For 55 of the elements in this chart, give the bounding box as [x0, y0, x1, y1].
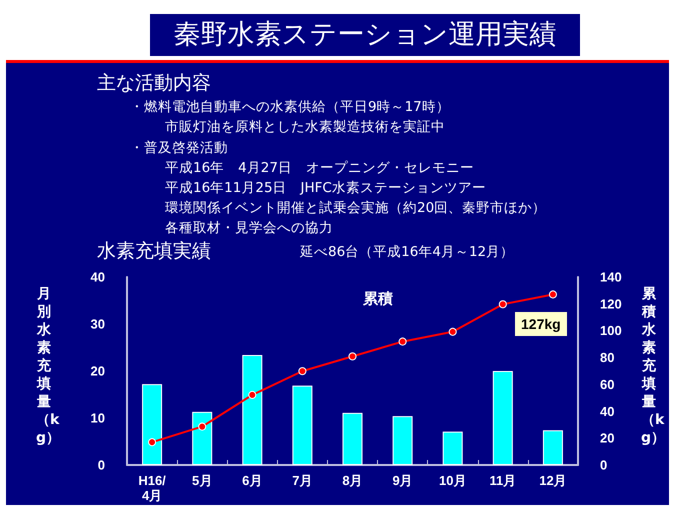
y2-tick-label: 120	[600, 296, 622, 312]
x-tick-label: 10月	[438, 473, 466, 488]
text: 累積	[362, 290, 393, 308]
point	[448, 328, 457, 336]
text: 主な活動内容	[97, 71, 211, 96]
bar	[542, 430, 563, 465]
chart-subtitle: 水素充填実績	[97, 239, 211, 264]
x-tick-label: 6月	[242, 473, 262, 488]
y2-tick-label: 0	[600, 458, 608, 472]
bar	[292, 386, 312, 465]
y-tick-label: 40	[90, 270, 105, 284]
text: ・普及啓発活動	[130, 139, 228, 157]
text: 市販灯油を原料とした水素製造技術を実証中	[165, 118, 445, 136]
text: 平成16年11月25日 JHFC水素ステーションツアー	[165, 179, 486, 197]
text: ・燃料電池自動車への水素供給（平日9時～17時）	[130, 98, 450, 116]
x-tick-label: 12月	[539, 473, 567, 488]
point	[148, 438, 156, 446]
annotation: 127kg	[515, 312, 567, 336]
point	[298, 367, 306, 376]
y-tick-label: 30	[90, 316, 105, 332]
x-tick-label: 5月	[192, 473, 212, 488]
text: 延べ86台（平成16年4月～12月）	[300, 243, 514, 261]
x-tick-label: 9月	[392, 473, 413, 488]
point	[248, 390, 256, 399]
text: 平成16年 4月27日 オープニング・セレモニー	[165, 159, 474, 177]
chart-title: 秦野水素ステーション運用実績	[150, 14, 580, 56]
x-tick-label: 7月	[292, 473, 313, 488]
y2-tick-label: 100	[600, 323, 622, 338]
bar	[492, 371, 513, 465]
point	[498, 300, 507, 308]
text: 各種取材・見学会への協力	[165, 219, 333, 237]
point	[348, 352, 356, 360]
y2-tick-label: 140	[600, 270, 622, 284]
bar	[192, 412, 212, 465]
bar	[392, 416, 413, 465]
y-tick-label: 20	[90, 364, 105, 378]
x-tick-label: 11月	[489, 473, 516, 488]
y2-tick-label: 60	[600, 376, 614, 392]
x-tick-label: H16/ 4月	[138, 473, 166, 503]
point	[198, 422, 206, 431]
y2-tick-label: 40	[600, 404, 614, 419]
text: 環境関係イベント開催と試乗会実施（約20回、秦野市ほか）	[165, 199, 546, 217]
point	[548, 290, 557, 298]
bar	[142, 384, 162, 465]
text: 累積水素充填量（kg）	[641, 286, 666, 446]
y-tick-label: 10	[90, 410, 105, 426]
point	[398, 338, 407, 346]
y-tick-label: 0	[98, 458, 105, 472]
y2-tick-label: 80	[600, 350, 614, 366]
bar	[342, 412, 362, 465]
text: 月別水素充填量（kg）	[36, 286, 60, 446]
y2-tick-label: 20	[600, 430, 614, 446]
bar	[242, 355, 262, 465]
x-tick-label: 8月	[342, 473, 363, 488]
bar	[442, 432, 463, 465]
